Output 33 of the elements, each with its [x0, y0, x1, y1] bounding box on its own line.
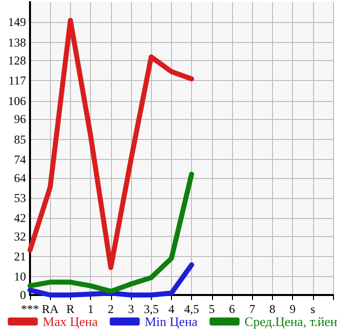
y-tick-label: 96: [14, 112, 26, 126]
legend-label: Сред.Цена, т.йен: [244, 314, 338, 329]
x-tick-label: R: [66, 302, 74, 316]
x-tick-label: 1: [88, 302, 94, 316]
x-tick-label: 8: [269, 302, 276, 316]
y-tick-label: 32: [14, 229, 26, 244]
y-tick-label: 106: [8, 94, 26, 108]
y-tick-label: 42: [14, 211, 26, 226]
y-tick-label: 10: [14, 270, 26, 284]
y-tick-label: 64: [14, 170, 26, 185]
y-tick-label: 138: [8, 35, 26, 50]
x-tick-label: 3: [128, 302, 134, 316]
x-tick-label: s: [310, 302, 316, 316]
x-tick-label: 6: [229, 302, 235, 316]
y-tick-label: 0: [20, 288, 26, 302]
x-tick-label: 5: [208, 302, 215, 316]
x-tick-label: 4,5: [184, 302, 200, 316]
y-tick-label: 117: [8, 74, 26, 88]
y-tick-label: 53: [14, 190, 26, 205]
x-tick-label: 3,5: [144, 302, 159, 316]
legend-label: Max Цена: [42, 314, 98, 329]
x-tick-label: ***: [21, 302, 39, 316]
x-tick-label: 9: [290, 302, 296, 316]
x-tick-label: 7: [249, 302, 256, 316]
x-tick-label: 4: [168, 302, 174, 316]
y-tick-label: 149: [8, 15, 26, 30]
x-tick-label: 2: [108, 302, 114, 316]
x-tick-label: RA: [42, 302, 59, 316]
y-tick-label: 128: [8, 54, 26, 68]
legend-label: Min Цена: [144, 314, 198, 329]
y-tick-label: 74: [14, 152, 26, 166]
y-tick-label: 21: [14, 250, 26, 264]
y-tick-label: 85: [14, 132, 26, 146]
